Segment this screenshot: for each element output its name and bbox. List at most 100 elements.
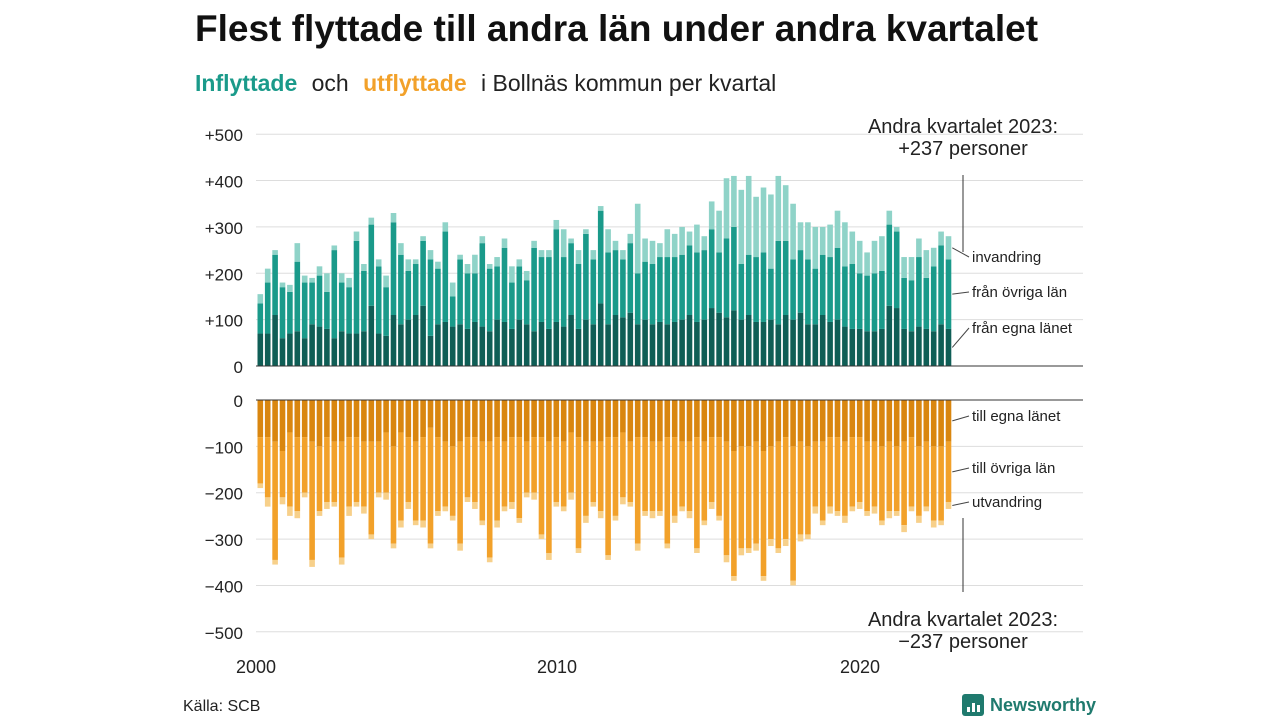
bar-in-segment [805, 259, 811, 325]
bar-in-segment [620, 259, 626, 318]
bar-in-segment [583, 229, 589, 234]
bar-out-segment [479, 441, 486, 521]
bar-out-segment [916, 515, 922, 523]
bar-out-segment [893, 511, 900, 516]
bar-in-segment [279, 287, 286, 339]
bar-in-segment [294, 261, 301, 332]
bar-out-segment [805, 446, 811, 535]
bar-out-segment [264, 437, 271, 498]
bar-out-segment [449, 400, 456, 447]
bar-out-segment [346, 437, 352, 507]
bar-out-segment [620, 497, 626, 505]
newsworthy-logo: Newsworthy [962, 694, 1096, 716]
bar-in-segment [834, 210, 841, 248]
bar-out-segment [331, 441, 338, 502]
series-label: invandring [972, 249, 1041, 266]
bar-in-segment [945, 328, 952, 366]
bar-out-segment [575, 400, 582, 438]
bar-in-segment [701, 250, 708, 320]
bar-in-segment [405, 319, 412, 366]
bar-in-segment [605, 252, 611, 325]
bar-in-segment [597, 303, 604, 366]
bar-in-segment [694, 224, 700, 253]
bar-in-segment [856, 240, 863, 274]
bar-out-segment [842, 441, 848, 516]
bar-in-segment [731, 310, 737, 366]
bar-out-segment [309, 441, 315, 560]
bar-out-segment [361, 506, 367, 514]
bar-in-segment [901, 257, 907, 278]
bar-out-segment [531, 437, 537, 493]
bar-in-segment [856, 328, 863, 366]
bar-in-segment [575, 264, 582, 329]
bar-in-segment [509, 266, 515, 283]
bar-in-segment [612, 315, 619, 366]
bar-in-segment [657, 257, 663, 322]
bar-in-segment [612, 250, 619, 316]
bar-out-segment [383, 400, 389, 433]
bar-out-segment [353, 437, 360, 502]
bar-in-segment [864, 252, 870, 276]
leader-line [952, 291, 970, 295]
bar-out-segment [583, 400, 589, 442]
bar-in-segment [324, 291, 330, 329]
bar-out-segment [605, 555, 611, 560]
bar-out-segment [287, 400, 293, 433]
bar-out-segment [546, 552, 552, 560]
bar-in-segment [390, 222, 397, 316]
x-tick-label: 2000 [236, 657, 276, 677]
bar-out-segment [827, 400, 833, 438]
bar-out-segment [457, 400, 463, 442]
bar-in-segment [353, 231, 360, 241]
bar-in-segment [516, 266, 523, 320]
bar-out-segment [664, 543, 671, 549]
bar-in-segment [560, 257, 567, 327]
bar-in-segment [272, 250, 278, 255]
bar-out-segment [649, 400, 656, 442]
bar-out-segment [405, 437, 412, 502]
bar-in-segment [723, 238, 730, 318]
bar-in-segment [790, 203, 796, 260]
bar-in-segment [760, 187, 767, 253]
bar-in-segment [257, 333, 264, 366]
bar-in-segment [301, 275, 308, 283]
bar-in-segment [575, 250, 582, 265]
annotation-out-value: −237 personer [898, 631, 1028, 653]
bar-out-segment [568, 432, 574, 493]
bar-in-segment [583, 319, 589, 366]
bar-out-segment [538, 534, 545, 540]
bar-out-segment [420, 400, 426, 438]
bar-out-segment [694, 400, 700, 438]
bar-out-segment [664, 437, 671, 544]
bar-out-segment [279, 400, 286, 451]
bar-in-segment [523, 280, 530, 325]
bar-in-segment [753, 321, 759, 366]
bar-in-segment [331, 338, 338, 366]
bar-out-segment [486, 557, 493, 563]
bar-in-segment [398, 324, 404, 366]
bar-in-segment [420, 240, 426, 306]
bar-out-segment [523, 492, 530, 498]
subtitle-rest: i Bollnäs kommun per kvartal [481, 70, 777, 96]
bar-out-segment [805, 534, 811, 540]
bar-out-segment [864, 400, 870, 442]
bar-in-segment [923, 328, 930, 366]
bar-out-segment [916, 400, 922, 447]
bar-in-segment [871, 273, 878, 332]
bar-in-segment [301, 282, 308, 339]
bar-in-segment [331, 245, 338, 251]
series-label: till övriga län [972, 460, 1055, 477]
bar-out-segment [412, 520, 419, 526]
bar-out-segment [501, 506, 508, 512]
bar-out-segment [464, 437, 471, 498]
bar-in-segment [842, 222, 848, 267]
bar-in-segment [353, 333, 360, 366]
leader-line [952, 415, 970, 422]
bar-in-segment [390, 213, 397, 223]
bar-out-segment [612, 400, 619, 438]
bar-out-segment [272, 559, 278, 565]
bar-out-segment [901, 525, 907, 533]
bar-in-segment [457, 259, 463, 325]
bar-in-segment [627, 243, 634, 313]
bar-out-segment [945, 501, 952, 509]
